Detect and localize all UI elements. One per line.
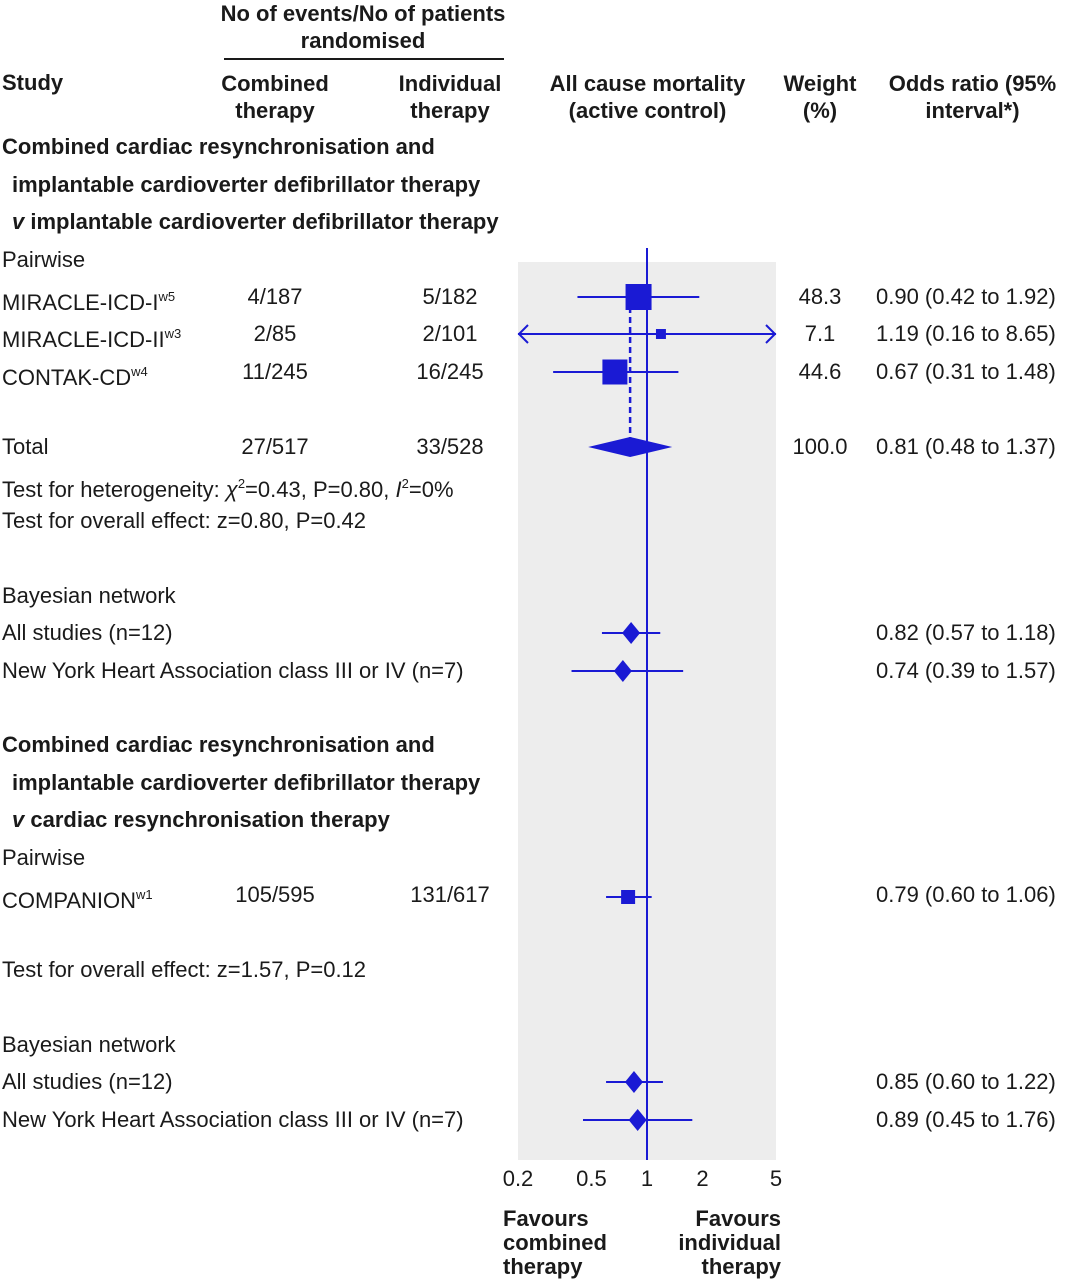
odds-ratio-value: 0.67 (0.31 to 1.48) (876, 359, 1056, 384)
odds-ratio-header: Odds ratio (95% interval*) (888, 71, 1057, 123)
section2-title-line2: implantable cardioverter defibrillator t… (12, 770, 481, 795)
total-odds-ratio-value: 0.81 (0.48 to 1.37) (876, 434, 1056, 459)
x-tick-label: 1 (641, 1166, 653, 1191)
section2-title-line1: Combined cardiac resynchronisation and (2, 732, 435, 757)
combined-header: Combined therapy (221, 71, 329, 123)
study-name-companion: COMPANIONw1 (2, 887, 153, 913)
overall-effect-test: Test for overall effect: z=1.57, P=0.12 (2, 957, 367, 982)
favours-individual-label: Favours individual therapy (678, 1206, 781, 1279)
section1-title-line1: Combined cardiac resynchronisation and (2, 134, 435, 159)
section1-title-line3: v implantable cardioverter defibrillator… (12, 209, 499, 234)
weight-header: Weight (%) (783, 71, 857, 123)
bayes-all-studies-label: All studies (n=12) (2, 1069, 173, 1094)
section1-pairwise-label: Pairwise (2, 247, 86, 272)
x-tick-label: 0.2 (503, 1166, 534, 1191)
x-tick-label: 5 (770, 1166, 782, 1191)
ci-left-arrow (517, 324, 529, 344)
study-square-marker (602, 359, 628, 385)
odds-ratio-value: 0.89 (0.45 to 1.76) (876, 1107, 1056, 1132)
odds-ratio-value: 1.19 (0.16 to 8.65) (876, 321, 1056, 346)
estimate-diamond (613, 660, 632, 682)
favours-combined-label: Favours combined therapy (503, 1206, 607, 1279)
odds-ratio-value: 0.85 (0.60 to 1.22) (876, 1069, 1056, 1094)
outcome-header: All cause mortality (active control) (549, 71, 746, 123)
estimate-diamond (628, 1109, 647, 1131)
study-name-contak-cd: CONTAK-CDw4 (2, 364, 148, 390)
weight-value: 7.1 (804, 321, 836, 346)
estimate-diamond (622, 622, 641, 644)
events-group-rule (224, 58, 504, 60)
bayesian-network-label: Bayesian network (2, 583, 176, 608)
study-square-marker (625, 284, 652, 310)
pooled-diamond (588, 437, 673, 457)
individual-value: 131/617 (410, 882, 490, 907)
heterogeneity-test: Test for heterogeneity: χ2=0.43, P=0.80,… (2, 476, 454, 502)
individual-value: 5/182 (422, 284, 478, 309)
total-label: Total (2, 434, 49, 459)
section1-title-line2: implantable cardioverter defibrillator t… (12, 172, 481, 197)
study-square-marker (621, 890, 636, 904)
total-combined-value: 27/517 (241, 434, 309, 459)
section2-title-line3: v cardiac resynchronisation therapy (12, 807, 390, 832)
study-square-marker (655, 329, 666, 339)
total-weight-value: 100.0 (792, 434, 848, 459)
section2-pairwise-label: Pairwise (2, 845, 86, 870)
odds-ratio-value: 0.74 (0.39 to 1.57) (876, 658, 1056, 683)
bayesian-network-label: Bayesian network (2, 1032, 176, 1057)
bayes-nyha-label: New York Heart Association class III or … (2, 1107, 464, 1132)
combined-value: 105/595 (235, 882, 315, 907)
study-name-miracle-icd-i: MIRACLE-ICD-Iw5 (2, 289, 176, 315)
individual-value: 16/245 (416, 359, 484, 384)
total-individual-value: 33/528 (416, 434, 484, 459)
weight-value: 48.3 (798, 284, 842, 309)
combined-value: 2/85 (253, 321, 297, 346)
study-header: Study (2, 70, 64, 95)
overall-effect-test: Test for overall effect: z=0.80, P=0.42 (2, 508, 367, 533)
events-group-header: No of events/No of patients randomised (220, 1, 506, 53)
individual-value: 2/101 (422, 321, 478, 346)
odds-ratio-value: 0.82 (0.57 to 1.18) (876, 620, 1056, 645)
study-name-miracle-icd-ii: MIRACLE-ICD-IIw3 (2, 326, 182, 352)
x-tick-label: 2 (696, 1166, 708, 1191)
bayes-all-studies-label: All studies (n=12) (2, 620, 173, 645)
estimate-diamond (624, 1071, 643, 1093)
x-tick-label: 0.5 (576, 1166, 607, 1191)
combined-value: 11/245 (242, 359, 308, 384)
individual-header: Individual therapy (398, 71, 502, 123)
bayes-nyha-label: New York Heart Association class III or … (2, 658, 464, 683)
ci-right-arrow (765, 324, 777, 344)
odds-ratio-value: 0.90 (0.42 to 1.92) (876, 284, 1056, 309)
weight-value: 44.6 (798, 359, 842, 384)
combined-value: 4/187 (247, 284, 303, 309)
odds-ratio-value: 0.79 (0.60 to 1.06) (876, 882, 1056, 907)
